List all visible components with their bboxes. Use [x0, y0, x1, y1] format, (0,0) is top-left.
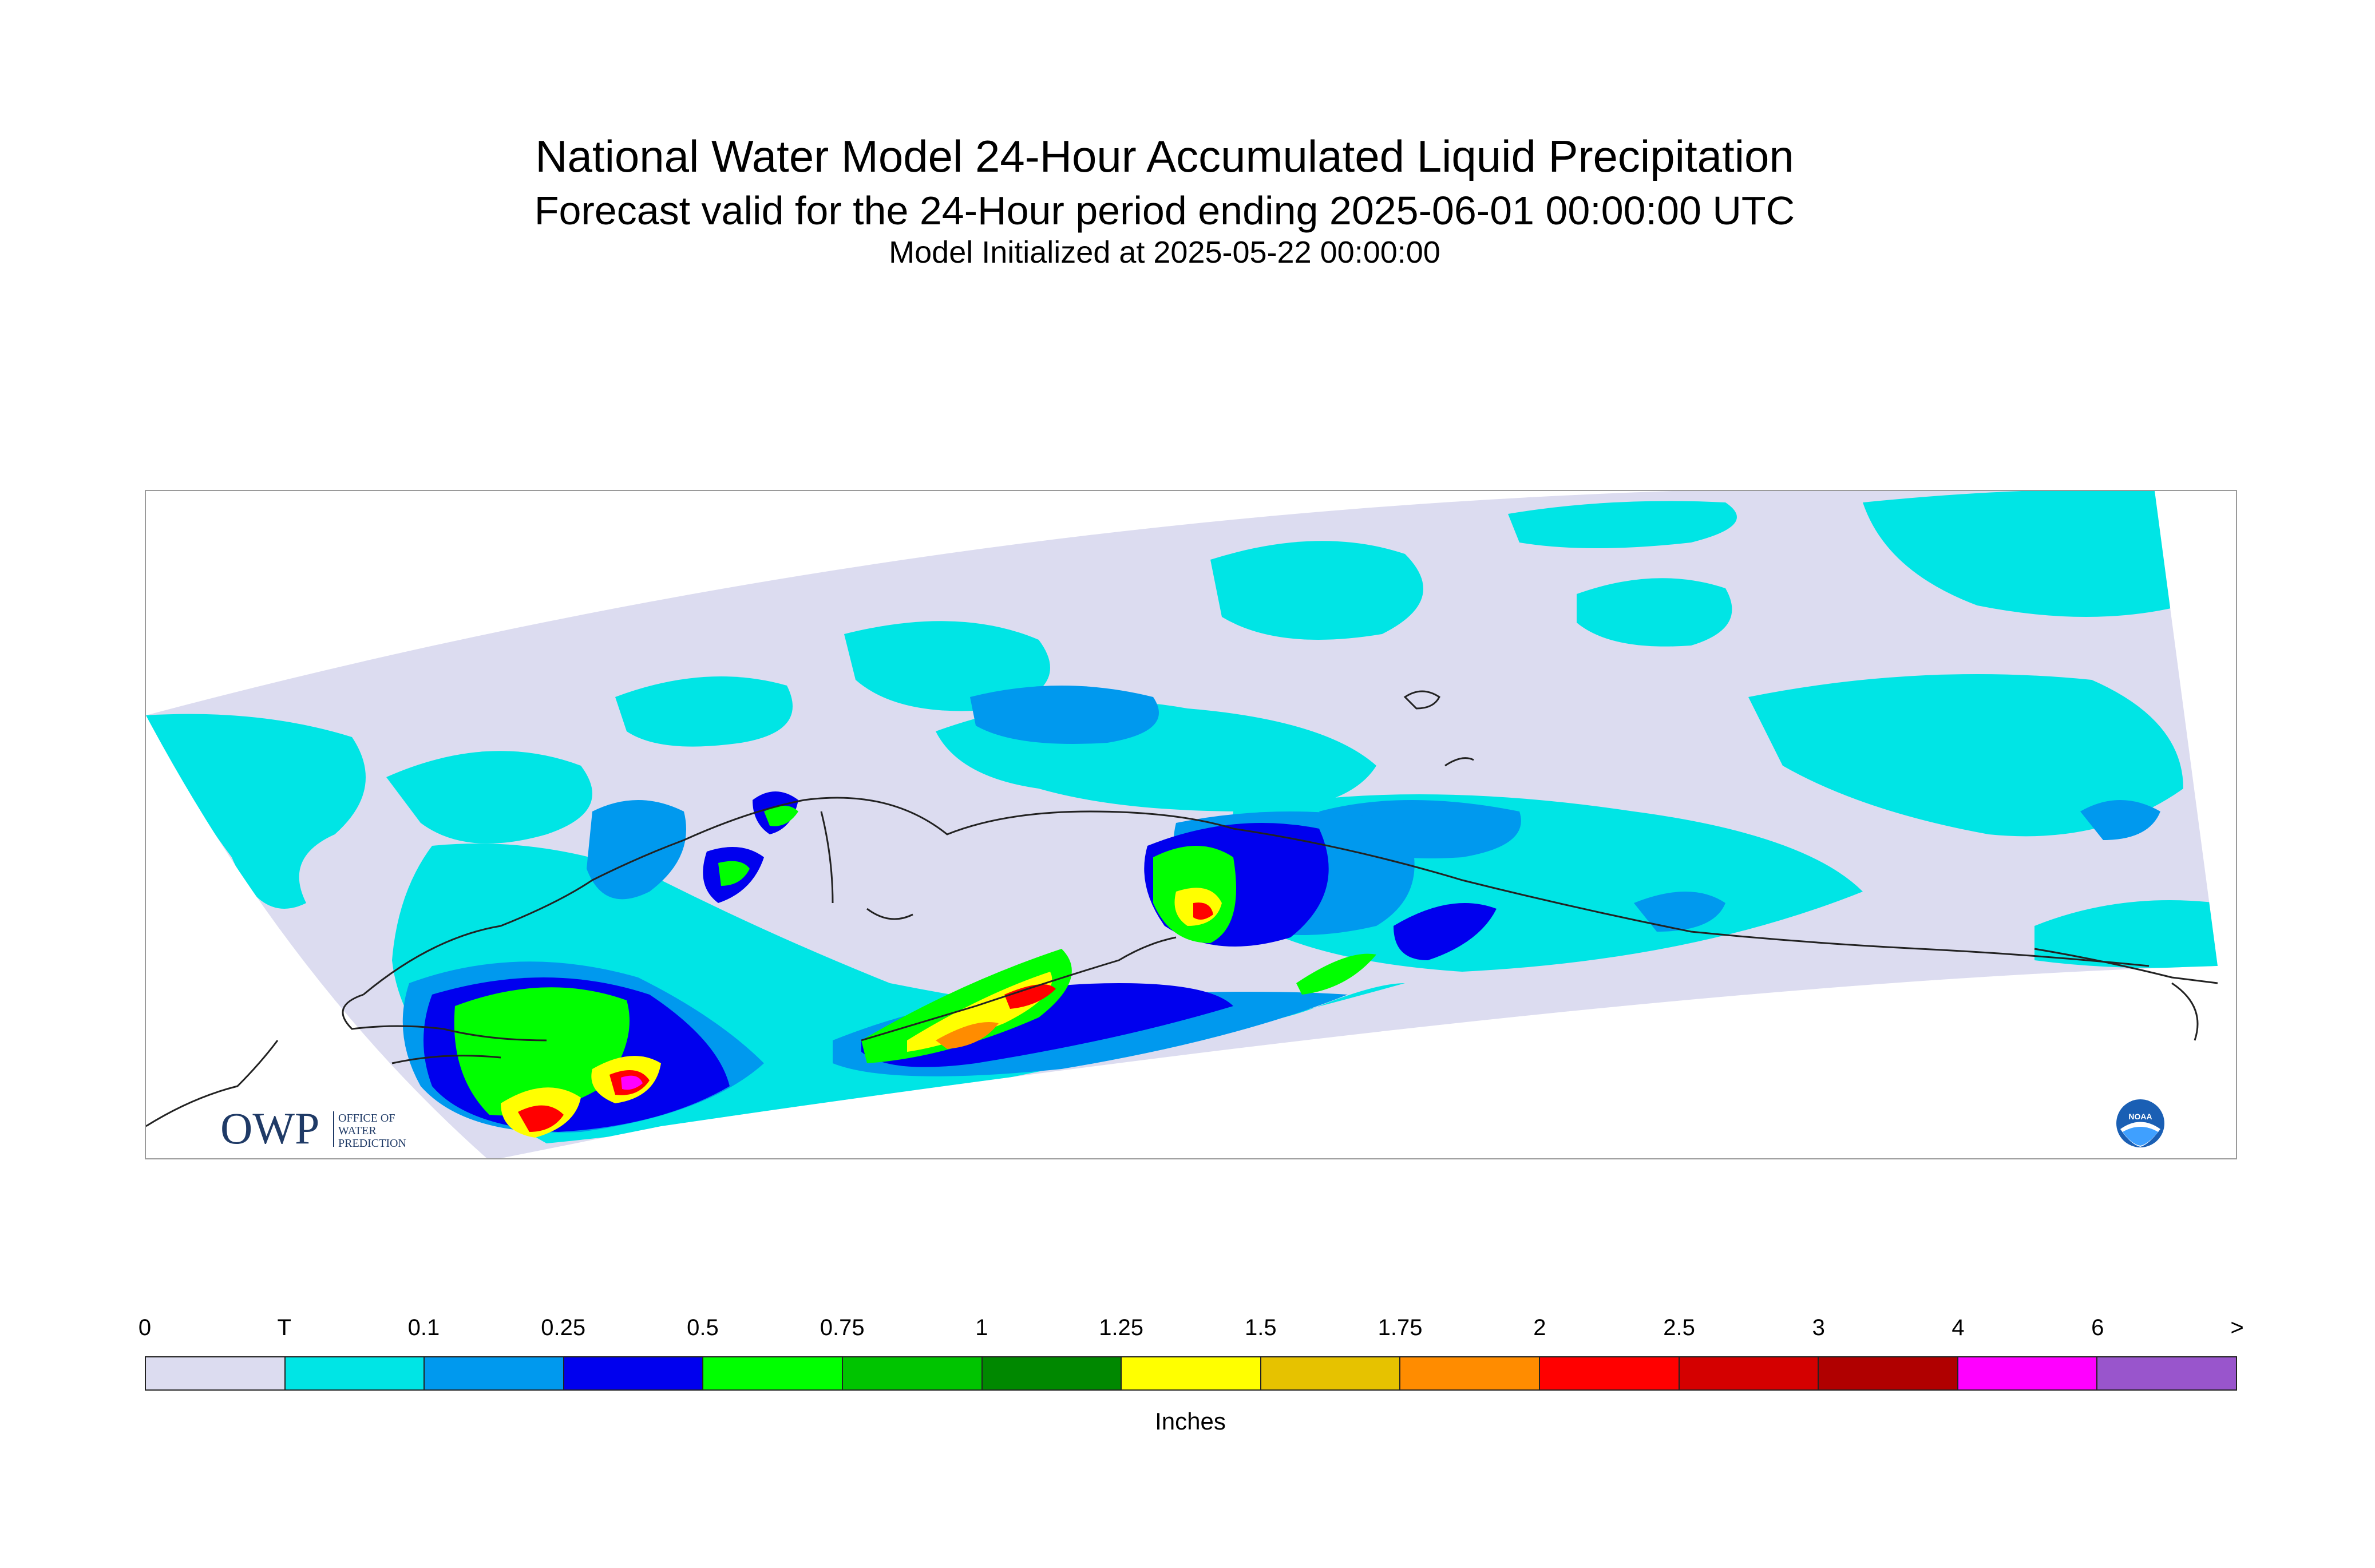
- svg-text:WATER: WATER: [338, 1124, 377, 1137]
- legend-swatch: [1539, 1357, 1680, 1389]
- legend-tick-label: 4: [1952, 1315, 1965, 1340]
- legend-swatch: [1400, 1357, 1540, 1389]
- map-subtitle: Forecast valid for the 24-Hour period en…: [534, 188, 1795, 233]
- heavy-precip-areas: [454, 806, 1376, 1138]
- legend-tick-label: 1.5: [1245, 1315, 1277, 1340]
- legend-swatch: [703, 1357, 843, 1389]
- legend-tick-label: >: [2230, 1315, 2244, 1340]
- model-init-label: Model Initialized at 2025-05-22 00:00:00: [889, 235, 1440, 270]
- legend-swatch: [1261, 1357, 1401, 1389]
- owp-logo-graphic: OWP OFFICE OF WATER PREDICTION: [220, 1103, 406, 1153]
- legend-tick-label: 0: [138, 1315, 152, 1340]
- legend-tick-label: 0.75: [820, 1315, 865, 1340]
- legend-swatch: [425, 1357, 564, 1389]
- noaa-logo-graphic: NOAA: [2116, 1099, 2164, 1147]
- legend-swatch: [564, 1357, 704, 1389]
- legend-tick-label: 0.5: [687, 1315, 719, 1340]
- legend-swatch: [982, 1357, 1122, 1389]
- legend-swatch: [1958, 1357, 2098, 1389]
- coastlines: [146, 690, 2218, 1127]
- legend-swatch: [1122, 1357, 1261, 1389]
- svg-text:NOAA: NOAA: [2128, 1112, 2152, 1121]
- svg-text:OFFICE OF: OFFICE OF: [338, 1112, 395, 1124]
- map-canvas: [146, 491, 2218, 1158]
- legend-swatch: [146, 1357, 286, 1389]
- legend-tick-label: T: [277, 1315, 291, 1340]
- legend-swatch: [1819, 1357, 1958, 1389]
- legend-tick-label: 1.75: [1378, 1315, 1423, 1340]
- legend-swatch: [1679, 1357, 1819, 1389]
- precipitation-legend-bar: [145, 1356, 2237, 1391]
- map-title: National Water Model 24-Hour Accumulated…: [535, 131, 1794, 181]
- legend-tick-label: 1: [975, 1315, 988, 1340]
- svg-text:PREDICTION: PREDICTION: [338, 1137, 406, 1150]
- legend-swatch: [285, 1357, 425, 1389]
- legend-tick-label: 0.1: [407, 1315, 440, 1340]
- legend-tick-label: 2: [1533, 1315, 1546, 1340]
- legend-swatch: [2097, 1357, 2236, 1389]
- legend-tick-label: 1.25: [1099, 1315, 1144, 1340]
- legend-tick-label: 6: [2091, 1315, 2104, 1340]
- legend-tick-label: 2.5: [1663, 1315, 1695, 1340]
- legend-tick-label: 0.25: [541, 1315, 586, 1340]
- legend-swatch: [842, 1357, 983, 1389]
- legend-tick-label: 3: [1812, 1315, 1825, 1340]
- legend-units-label: Inches: [1155, 1408, 1226, 1435]
- svg-text:OWP: OWP: [220, 1103, 319, 1153]
- precipitation-map: OWP OFFICE OF WATER PREDICTION NOAA: [145, 490, 2237, 1159]
